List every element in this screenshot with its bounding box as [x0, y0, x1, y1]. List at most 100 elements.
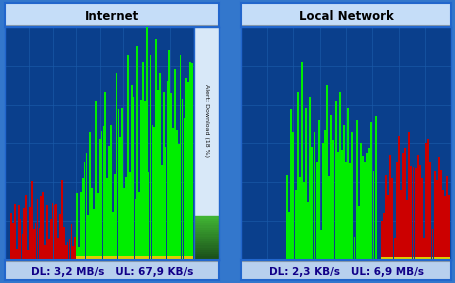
- Bar: [48, 239, 50, 260]
- Bar: [121, 108, 123, 260]
- Bar: [170, 256, 172, 260]
- Bar: [418, 257, 420, 260]
- Bar: [80, 256, 81, 260]
- Bar: [368, 148, 369, 260]
- Bar: [336, 152, 338, 260]
- Bar: [443, 257, 445, 260]
- Bar: [119, 256, 121, 260]
- Bar: [86, 153, 87, 260]
- Bar: [44, 245, 46, 260]
- Bar: [294, 190, 296, 260]
- Bar: [321, 143, 323, 260]
- Bar: [193, 251, 218, 253]
- Bar: [193, 218, 218, 220]
- Bar: [315, 162, 317, 260]
- Bar: [317, 120, 319, 260]
- Bar: [57, 238, 59, 260]
- Bar: [193, 229, 218, 231]
- Bar: [422, 257, 424, 260]
- Bar: [153, 127, 155, 260]
- Bar: [193, 253, 218, 255]
- Bar: [142, 256, 143, 260]
- Bar: [193, 245, 218, 246]
- Bar: [372, 171, 374, 260]
- Bar: [433, 257, 435, 260]
- Bar: [132, 97, 134, 260]
- Bar: [407, 257, 410, 260]
- Bar: [193, 233, 218, 235]
- Bar: [365, 153, 367, 260]
- Bar: [441, 190, 443, 260]
- Bar: [430, 229, 433, 260]
- Bar: [176, 256, 177, 260]
- Bar: [129, 256, 130, 260]
- Bar: [193, 240, 218, 242]
- Bar: [53, 205, 55, 260]
- Bar: [193, 256, 218, 258]
- Bar: [142, 62, 143, 260]
- Bar: [290, 109, 292, 260]
- Bar: [78, 256, 80, 260]
- Bar: [441, 257, 443, 260]
- Bar: [193, 216, 218, 218]
- Bar: [95, 101, 96, 260]
- Bar: [151, 125, 153, 260]
- Bar: [193, 247, 218, 249]
- Bar: [386, 195, 389, 260]
- Bar: [116, 256, 117, 260]
- Bar: [108, 146, 110, 260]
- Bar: [399, 257, 401, 260]
- Bar: [78, 246, 80, 260]
- Bar: [183, 118, 185, 260]
- Bar: [181, 98, 183, 260]
- Bar: [300, 62, 302, 260]
- Bar: [292, 132, 294, 260]
- Bar: [324, 130, 325, 260]
- Bar: [66, 243, 68, 260]
- Bar: [338, 92, 340, 260]
- Bar: [31, 181, 33, 260]
- Bar: [193, 231, 218, 233]
- Bar: [386, 257, 389, 260]
- Bar: [435, 257, 437, 260]
- Bar: [84, 256, 85, 260]
- Bar: [193, 249, 218, 251]
- Bar: [416, 155, 418, 260]
- Bar: [407, 132, 410, 260]
- Bar: [138, 256, 140, 260]
- Bar: [96, 256, 98, 260]
- Bar: [344, 162, 346, 260]
- Text: Alert: Download (18 %): Alert: Download (18 %): [204, 83, 209, 156]
- Bar: [159, 256, 161, 260]
- Bar: [185, 256, 187, 260]
- Bar: [27, 250, 29, 260]
- Bar: [393, 238, 394, 260]
- Bar: [426, 139, 428, 260]
- Bar: [99, 139, 100, 260]
- Bar: [157, 256, 158, 260]
- Bar: [12, 223, 14, 260]
- Bar: [181, 256, 183, 260]
- Bar: [96, 193, 98, 260]
- Bar: [187, 256, 189, 260]
- Bar: [353, 237, 355, 260]
- Bar: [170, 93, 172, 260]
- Bar: [125, 256, 126, 260]
- Bar: [308, 97, 311, 260]
- Bar: [131, 85, 132, 260]
- Bar: [50, 220, 51, 260]
- Bar: [162, 256, 164, 260]
- Bar: [84, 162, 85, 260]
- Bar: [395, 162, 397, 260]
- Bar: [101, 131, 102, 260]
- Bar: [346, 108, 349, 260]
- Bar: [359, 143, 361, 260]
- Bar: [391, 178, 393, 260]
- Bar: [168, 50, 170, 260]
- Bar: [172, 128, 173, 260]
- Bar: [140, 100, 142, 260]
- Bar: [157, 90, 158, 260]
- Bar: [63, 228, 65, 260]
- Bar: [91, 188, 93, 260]
- Bar: [334, 101, 336, 260]
